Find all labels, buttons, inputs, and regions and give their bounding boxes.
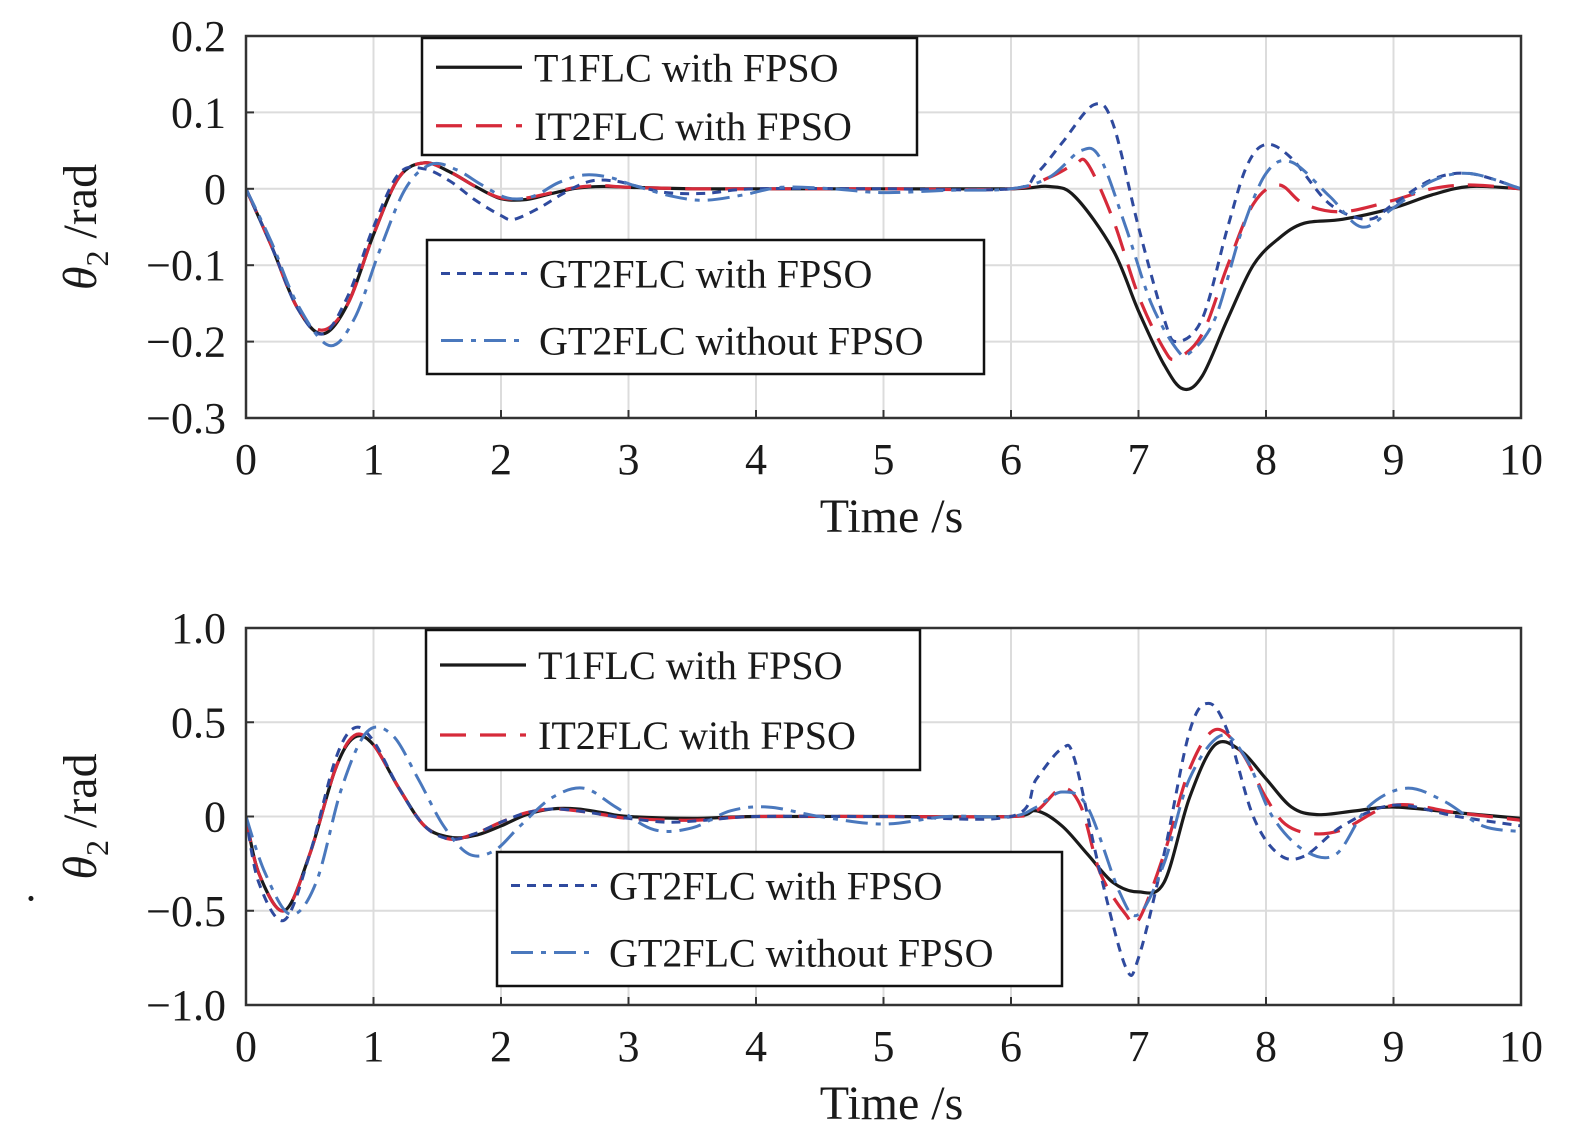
x-tick-label: 2 xyxy=(490,435,512,484)
y-axis-label-symbol: θ xyxy=(54,267,107,291)
y-tick-label: 1.0 xyxy=(171,604,226,653)
legend-top-left: T1FLC with FPSO IT2FLC with FPSO xyxy=(420,36,919,157)
x-tick-label: 9 xyxy=(1383,435,1405,484)
legend-bottom-center: GT2FLC with FPSO GT2FLC without FPSO xyxy=(495,850,1064,988)
x-tick-label: 8 xyxy=(1255,435,1277,484)
y-tick-label: 0 xyxy=(204,793,226,842)
x-tick-label: 0 xyxy=(235,435,257,484)
series-line-1 xyxy=(246,157,1521,362)
plot-area xyxy=(246,102,1521,392)
x-tick-label: 1 xyxy=(363,1022,385,1071)
x-axis-label: Time /s xyxy=(820,1077,964,1130)
x-tick-label: 4 xyxy=(745,435,767,484)
x-axis-label: Time /s xyxy=(820,490,964,543)
series-line-3 xyxy=(246,146,1521,358)
y-tick-label: 0.5 xyxy=(171,698,226,747)
legend-box xyxy=(420,36,919,157)
x-tick-label: 7 xyxy=(1128,1022,1150,1071)
x-tick-label: 10 xyxy=(1499,1022,1543,1071)
y-axis-label-dot: ˙ xyxy=(18,891,71,907)
x-tick-label: 0 xyxy=(235,1022,257,1071)
y-axis-label-unit: /rad xyxy=(54,164,107,251)
y-tick-label: −0.3 xyxy=(146,394,226,443)
y-axis-label-subscript: 2 xyxy=(79,840,115,856)
x-tick-label: 3 xyxy=(618,435,640,484)
x-tick-label: 10 xyxy=(1499,435,1543,484)
y-axis-label-symbol: θ xyxy=(54,856,107,880)
legend-entry-label: GT2FLC without FPSO xyxy=(539,319,924,364)
x-tick-label: 2 xyxy=(490,1022,512,1071)
series-line-2 xyxy=(246,102,1521,344)
y-tick-label: −0.2 xyxy=(146,318,226,367)
legend-top-left: T1FLC with FPSO IT2FLC with FPSO xyxy=(424,628,922,772)
plot-area xyxy=(246,701,1521,978)
legend-box xyxy=(424,628,922,772)
x-tick-label: 7 xyxy=(1128,435,1150,484)
x-tick-label: 5 xyxy=(873,435,895,484)
legend-box xyxy=(425,238,986,376)
legend-entry-label: GT2FLC with FPSO xyxy=(539,252,872,297)
x-tick-label: 3 xyxy=(618,1022,640,1071)
y-tick-label: 0 xyxy=(204,165,226,214)
legend-entry-label: IT2FLC with FPSO xyxy=(538,713,856,758)
legend-entry-label: GT2FLC with FPSO xyxy=(609,864,942,909)
y-tick-label: −0.5 xyxy=(146,887,226,936)
legend-entry-label: IT2FLC with FPSO xyxy=(534,104,852,149)
x-tick-label: 1 xyxy=(363,435,385,484)
x-tick-label: 8 xyxy=(1255,1022,1277,1071)
x-tick-label: 6 xyxy=(1000,1022,1022,1071)
y-tick-label: −1.0 xyxy=(146,981,226,1030)
legend-entry-label: T1FLC with FPSO xyxy=(534,45,839,90)
y-tick-label: −0.1 xyxy=(146,241,226,290)
x-tick-label: 6 xyxy=(1000,435,1022,484)
y-tick-label: 0.1 xyxy=(171,88,226,137)
legend-entry-label: GT2FLC without FPSO xyxy=(609,931,994,976)
series-line-2 xyxy=(246,701,1521,978)
legend-entry-label: T1FLC with FPSO xyxy=(538,643,843,688)
y-axis-label-subscript: 2 xyxy=(79,251,115,267)
x-tick-label: 4 xyxy=(745,1022,767,1071)
series-line-3 xyxy=(246,725,1521,918)
legend-box xyxy=(495,850,1064,988)
y-axis-label: θ2 /rad xyxy=(54,164,115,290)
x-tick-label: 5 xyxy=(873,1022,895,1071)
y-tick-label: 0.2 xyxy=(171,12,226,61)
y-axis-label: θ2 /rad xyxy=(54,753,115,879)
legend-center-left: GT2FLC with FPSO GT2FLC without FPSO xyxy=(425,238,986,376)
x-tick-label: 9 xyxy=(1383,1022,1405,1071)
y-axis-label-unit: /rad xyxy=(54,753,107,840)
